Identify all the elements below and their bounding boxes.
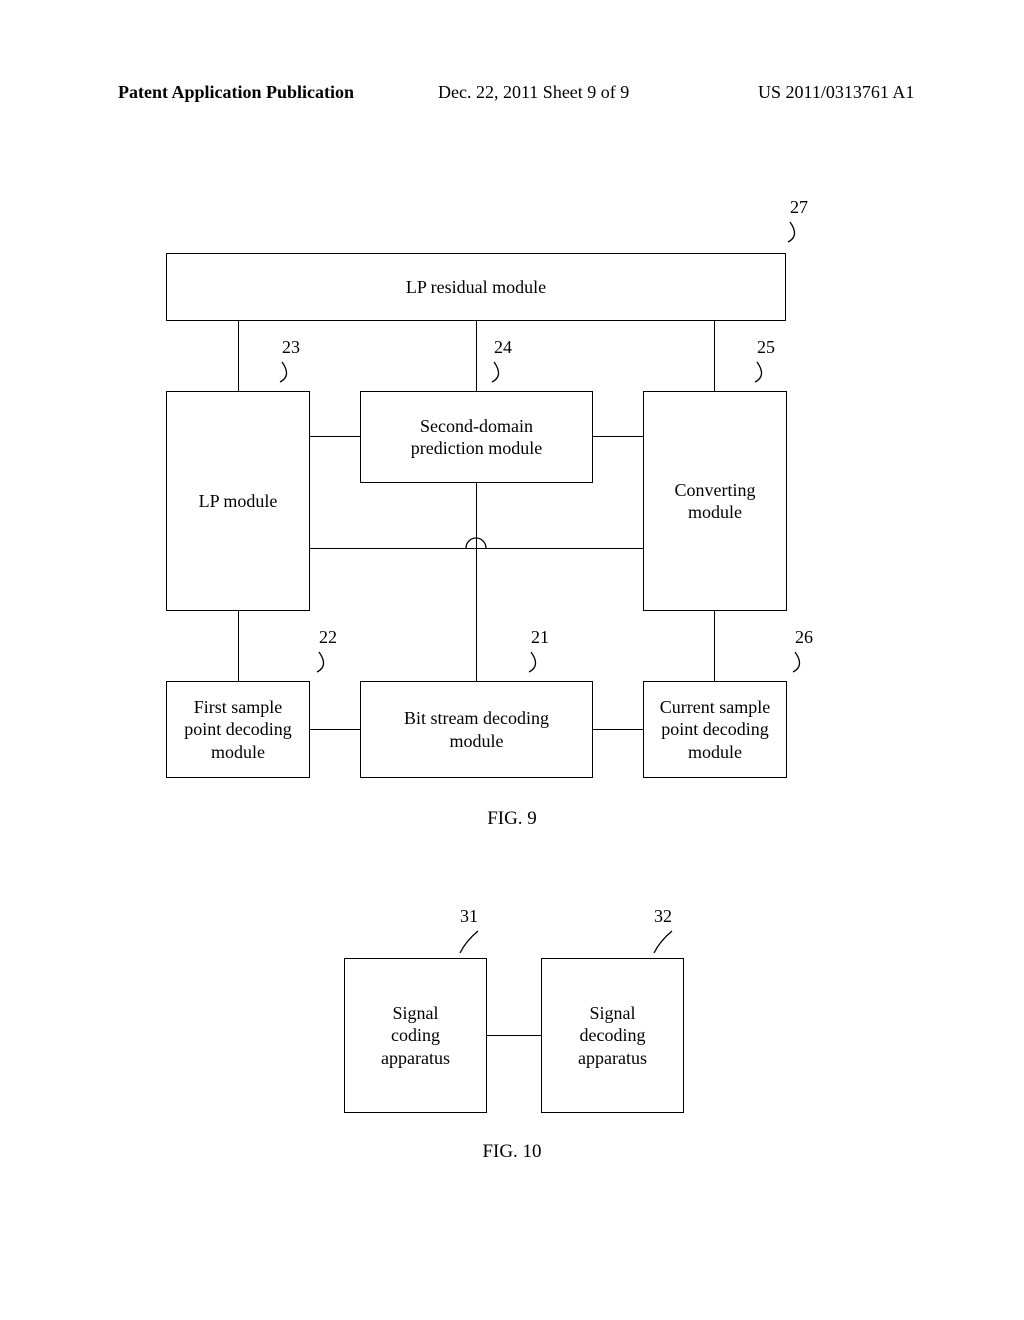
box-signal-decoding: Signal decoding apparatus [541, 958, 684, 1113]
ref-leader-icon [490, 358, 516, 384]
ref-current-sample-num: 26 [795, 627, 813, 647]
box-lp-module: LP module [166, 391, 310, 611]
ref-signal-coding: 31 [456, 906, 482, 953]
ref-converting-num: 25 [757, 337, 775, 357]
box-first-sample: First sample point decoding module [166, 681, 310, 778]
connector [593, 729, 643, 730]
ref-bit-stream-num: 21 [531, 627, 549, 647]
ref-signal-decoding: 32 [650, 906, 676, 953]
fig10-caption: FIG. 10 [0, 1141, 1024, 1163]
connector [714, 321, 715, 391]
ref-second-domain-num: 24 [494, 337, 512, 357]
box-second-domain: Second-domain prediction module [360, 391, 593, 483]
ref-leader-icon [278, 358, 304, 384]
ref-lp-residual: 27 [786, 197, 812, 244]
ref-first-sample-num: 22 [319, 627, 337, 647]
ref-leader-icon [315, 648, 341, 674]
ref-first-sample: 22 [315, 627, 341, 674]
connector [476, 321, 477, 391]
connector [238, 611, 239, 681]
ref-current-sample: 26 [791, 627, 817, 674]
box-signal-decoding-label: Signal decoding apparatus [578, 1002, 647, 1070]
box-first-sample-label: First sample point decoding module [184, 696, 291, 764]
box-second-domain-label: Second-domain prediction module [411, 415, 542, 460]
ref-lp-module-num: 23 [282, 337, 300, 357]
box-converting: Converting module [643, 391, 787, 611]
ref-lp-residual-num: 27 [790, 197, 808, 217]
ref-leader-icon [753, 358, 779, 384]
header-right: US 2011/0313761 A1 [758, 82, 914, 103]
connector [476, 548, 477, 681]
ref-leader-icon [791, 648, 817, 674]
ref-converting: 25 [753, 337, 779, 384]
box-converting-label: Converting module [675, 479, 756, 524]
ref-leader-icon [456, 927, 482, 953]
ref-leader-icon [650, 927, 676, 953]
fig9-caption: FIG. 9 [0, 808, 1024, 830]
box-lp-residual-label: LP residual module [406, 276, 546, 299]
header-center: Dec. 22, 2011 Sheet 9 of 9 [438, 82, 629, 103]
box-current-sample-label: Current sample point decoding module [660, 696, 770, 764]
ref-leader-icon [786, 218, 812, 244]
ref-leader-icon [527, 648, 553, 674]
box-current-sample: Current sample point decoding module [643, 681, 787, 778]
ref-second-domain: 24 [490, 337, 516, 384]
connector [593, 436, 643, 437]
box-lp-residual: LP residual module [166, 253, 786, 321]
box-bit-stream: Bit stream decoding module [360, 681, 593, 778]
connector [714, 611, 715, 681]
ref-lp-module: 23 [278, 337, 304, 384]
header-left: Patent Application Publication [118, 82, 354, 103]
connector [238, 321, 239, 391]
connector [310, 729, 360, 730]
ref-bit-stream: 21 [527, 627, 553, 674]
box-signal-coding: Signal coding apparatus [344, 958, 487, 1113]
connector [310, 436, 360, 437]
box-bit-stream-label: Bit stream decoding module [404, 707, 549, 752]
box-lp-module-label: LP module [199, 490, 278, 513]
ref-signal-decoding-num: 32 [654, 906, 672, 926]
box-signal-coding-label: Signal coding apparatus [381, 1002, 450, 1070]
connector [487, 1035, 541, 1036]
ref-signal-coding-num: 31 [460, 906, 478, 926]
